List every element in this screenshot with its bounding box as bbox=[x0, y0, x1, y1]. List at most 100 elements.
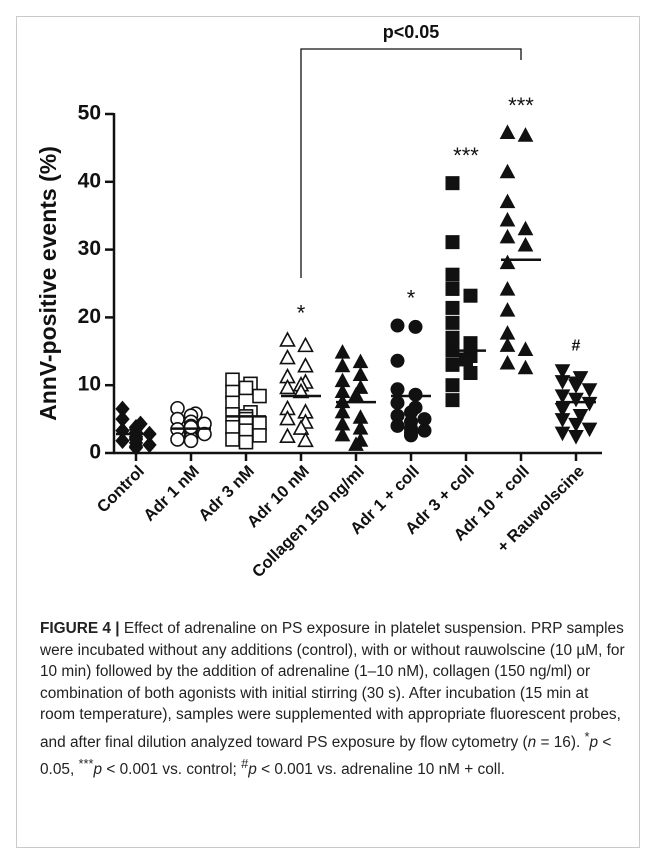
data-point bbox=[568, 379, 584, 394]
data-point bbox=[142, 436, 157, 454]
data-point bbox=[499, 337, 516, 352]
data-point bbox=[499, 211, 516, 227]
data-point bbox=[348, 436, 364, 451]
data-point bbox=[225, 407, 240, 422]
caption-p1-mark: * bbox=[584, 728, 590, 744]
data-point bbox=[499, 163, 516, 179]
caption-p2-var: p bbox=[93, 761, 103, 779]
data-point bbox=[225, 432, 240, 447]
figure-caption: FIGURE 4 | Effect of adrenaline on PS ex… bbox=[40, 618, 625, 781]
data-point bbox=[390, 318, 405, 333]
significance-mark: *** bbox=[508, 93, 534, 118]
data-point bbox=[445, 357, 460, 372]
data-point bbox=[297, 336, 314, 353]
data-point bbox=[348, 386, 364, 402]
significance-mark: * bbox=[297, 300, 306, 325]
data-point bbox=[499, 302, 516, 317]
data-point bbox=[445, 235, 460, 250]
significance-bracket: p<0.05 bbox=[300, 22, 522, 278]
data-point bbox=[292, 382, 310, 399]
data-point bbox=[390, 382, 405, 397]
data-point bbox=[390, 395, 405, 410]
data-point bbox=[445, 281, 460, 296]
data-point bbox=[568, 430, 584, 445]
data-point bbox=[445, 330, 460, 345]
data-point bbox=[568, 417, 584, 433]
data-point bbox=[238, 380, 254, 396]
y-tick-label: 10 bbox=[78, 373, 101, 396]
caption-p2-text: < 0.001 vs. control; bbox=[102, 761, 242, 779]
data-point bbox=[352, 353, 369, 369]
caption-p1-var: p bbox=[589, 733, 599, 751]
data-point bbox=[334, 357, 351, 373]
data-point bbox=[279, 409, 296, 426]
data-point bbox=[499, 254, 516, 270]
significance-mark: *** bbox=[453, 143, 479, 168]
data-point bbox=[499, 354, 516, 370]
scatter-chart: AnnV-positive events (%) p<0.05 0 10 20 30 4… bbox=[16, 16, 641, 608]
data-point bbox=[445, 378, 460, 393]
y-tick-label: 30 bbox=[78, 237, 101, 260]
data-point bbox=[183, 433, 199, 449]
y-tick-label: 40 bbox=[78, 169, 101, 192]
data-point bbox=[499, 228, 516, 244]
data-point bbox=[499, 281, 516, 296]
data-point bbox=[517, 127, 534, 142]
data-point bbox=[568, 392, 584, 408]
data-point bbox=[554, 375, 571, 390]
bracket-line bbox=[300, 48, 522, 278]
data-point bbox=[390, 353, 405, 368]
data-point bbox=[581, 422, 598, 438]
data-point bbox=[279, 378, 296, 395]
y-tick-label: 50 bbox=[78, 102, 101, 125]
data-point bbox=[408, 319, 423, 334]
data-point bbox=[517, 359, 534, 375]
data-point bbox=[499, 193, 516, 209]
bracket-label: p<0.05 bbox=[383, 22, 440, 42]
data-point bbox=[352, 366, 369, 382]
data-point bbox=[517, 220, 534, 236]
data-point bbox=[238, 434, 254, 450]
data-point bbox=[404, 428, 418, 443]
data-point bbox=[252, 428, 267, 443]
data-point bbox=[554, 402, 571, 418]
data-point bbox=[225, 419, 240, 435]
data-point bbox=[115, 432, 130, 450]
data-point bbox=[252, 415, 267, 431]
data-point bbox=[581, 383, 598, 398]
data-point bbox=[445, 393, 460, 408]
data-point bbox=[334, 426, 351, 442]
data-point bbox=[252, 388, 267, 404]
y-axis-label: AnnV-positive events (%) bbox=[35, 146, 61, 421]
data-point bbox=[459, 352, 473, 367]
x-tick-label: Control bbox=[94, 462, 148, 516]
y-tick-label: 20 bbox=[78, 305, 101, 328]
x-tick-label: Adr 1 nM bbox=[140, 462, 203, 525]
data-point bbox=[225, 372, 240, 388]
data-point bbox=[279, 348, 296, 365]
data-point bbox=[334, 344, 351, 359]
significance-mark: * bbox=[407, 286, 416, 311]
data-point bbox=[463, 365, 478, 380]
chart-svg: AnnV-positive events (%) p<0.05 0 10 20 30 4… bbox=[35, 22, 602, 581]
data-point bbox=[572, 409, 589, 424]
data-point bbox=[499, 325, 516, 340]
data-point bbox=[554, 389, 571, 404]
data-point bbox=[417, 423, 432, 438]
caption-p3-var: p bbox=[248, 761, 257, 779]
data-point bbox=[517, 341, 534, 356]
caption-n-var: n bbox=[527, 733, 537, 751]
figure-label: FIGURE 4 | bbox=[40, 620, 120, 637]
data-point bbox=[499, 124, 516, 139]
caption-text: Effect of adrenaline on PS exposure in p… bbox=[40, 620, 625, 751]
caption-p3-mark: # bbox=[241, 756, 249, 772]
caption-p1-text: < 0.05, bbox=[40, 733, 612, 779]
data-point bbox=[408, 387, 423, 402]
data-point bbox=[554, 413, 571, 428]
data-point bbox=[390, 418, 405, 433]
data-point bbox=[554, 364, 571, 379]
data-point bbox=[554, 426, 571, 442]
data-point bbox=[297, 431, 314, 448]
data-point bbox=[517, 236, 534, 252]
data-point bbox=[128, 439, 144, 456]
